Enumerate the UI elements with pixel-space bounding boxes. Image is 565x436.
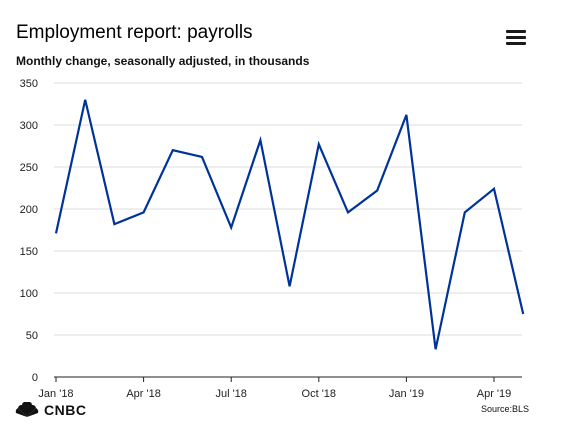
x-tick-label: Jul '18 <box>215 388 246 400</box>
x-tick-label: Apr '19 <box>477 388 512 400</box>
nbc-peacock-icon <box>15 402 39 417</box>
data-point[interactable] <box>81 96 89 104</box>
grid-lines <box>54 82 522 336</box>
data-point[interactable] <box>519 310 527 318</box>
brand-name: CNBC <box>44 402 87 418</box>
x-tick-label: Jan '19 <box>389 388 424 400</box>
data-point[interactable] <box>227 223 235 231</box>
chart-subtitle: Monthly change, seasonally adjusted, in … <box>16 54 310 68</box>
y-tick-label: 350 <box>20 78 38 90</box>
y-tick-label: 300 <box>20 120 38 132</box>
data-point[interactable] <box>490 185 498 193</box>
data-point[interactable] <box>402 111 410 119</box>
data-point[interactable] <box>256 136 264 144</box>
y-tick-label: 50 <box>26 330 38 342</box>
series-line <box>54 99 525 350</box>
x-tick-label: Apr '18 <box>126 388 161 400</box>
y-tick-labels: 0 50 100 150 200 250 300 350 <box>20 78 38 384</box>
y-tick-label: 150 <box>20 246 38 258</box>
source-note: Source:BLS <box>480 404 529 414</box>
data-point[interactable] <box>198 153 206 161</box>
y-tick-label: 0 <box>32 372 38 384</box>
data-point[interactable] <box>169 146 177 154</box>
y-tick-label: 200 <box>20 204 38 216</box>
hamburger-menu-icon[interactable] <box>506 30 526 46</box>
data-point[interactable] <box>52 229 60 237</box>
cnbc-logo[interactable]: CNBC <box>14 402 86 418</box>
x-tick-label: Oct '18 <box>302 388 337 400</box>
data-point[interactable] <box>110 220 118 228</box>
data-point[interactable] <box>315 140 323 148</box>
data-point[interactable] <box>373 187 381 195</box>
data-point[interactable] <box>140 208 148 216</box>
x-tick-labels: Jan '18 Apr '18 Jul '18 Oct '18 Jan '19 Apr '… <box>38 388 511 400</box>
y-tick-label: 100 <box>20 288 38 300</box>
x-tick-label: Jan '18 <box>38 388 73 400</box>
data-point[interactable] <box>344 208 352 216</box>
data-point[interactable] <box>432 345 440 353</box>
y-tick-label: 250 <box>20 162 38 174</box>
axes <box>54 376 522 382</box>
data-point[interactable] <box>461 208 469 216</box>
data-point[interactable] <box>286 282 294 290</box>
series-layer <box>52 96 527 353</box>
chart-title: Employment report: payrolls <box>16 22 253 43</box>
